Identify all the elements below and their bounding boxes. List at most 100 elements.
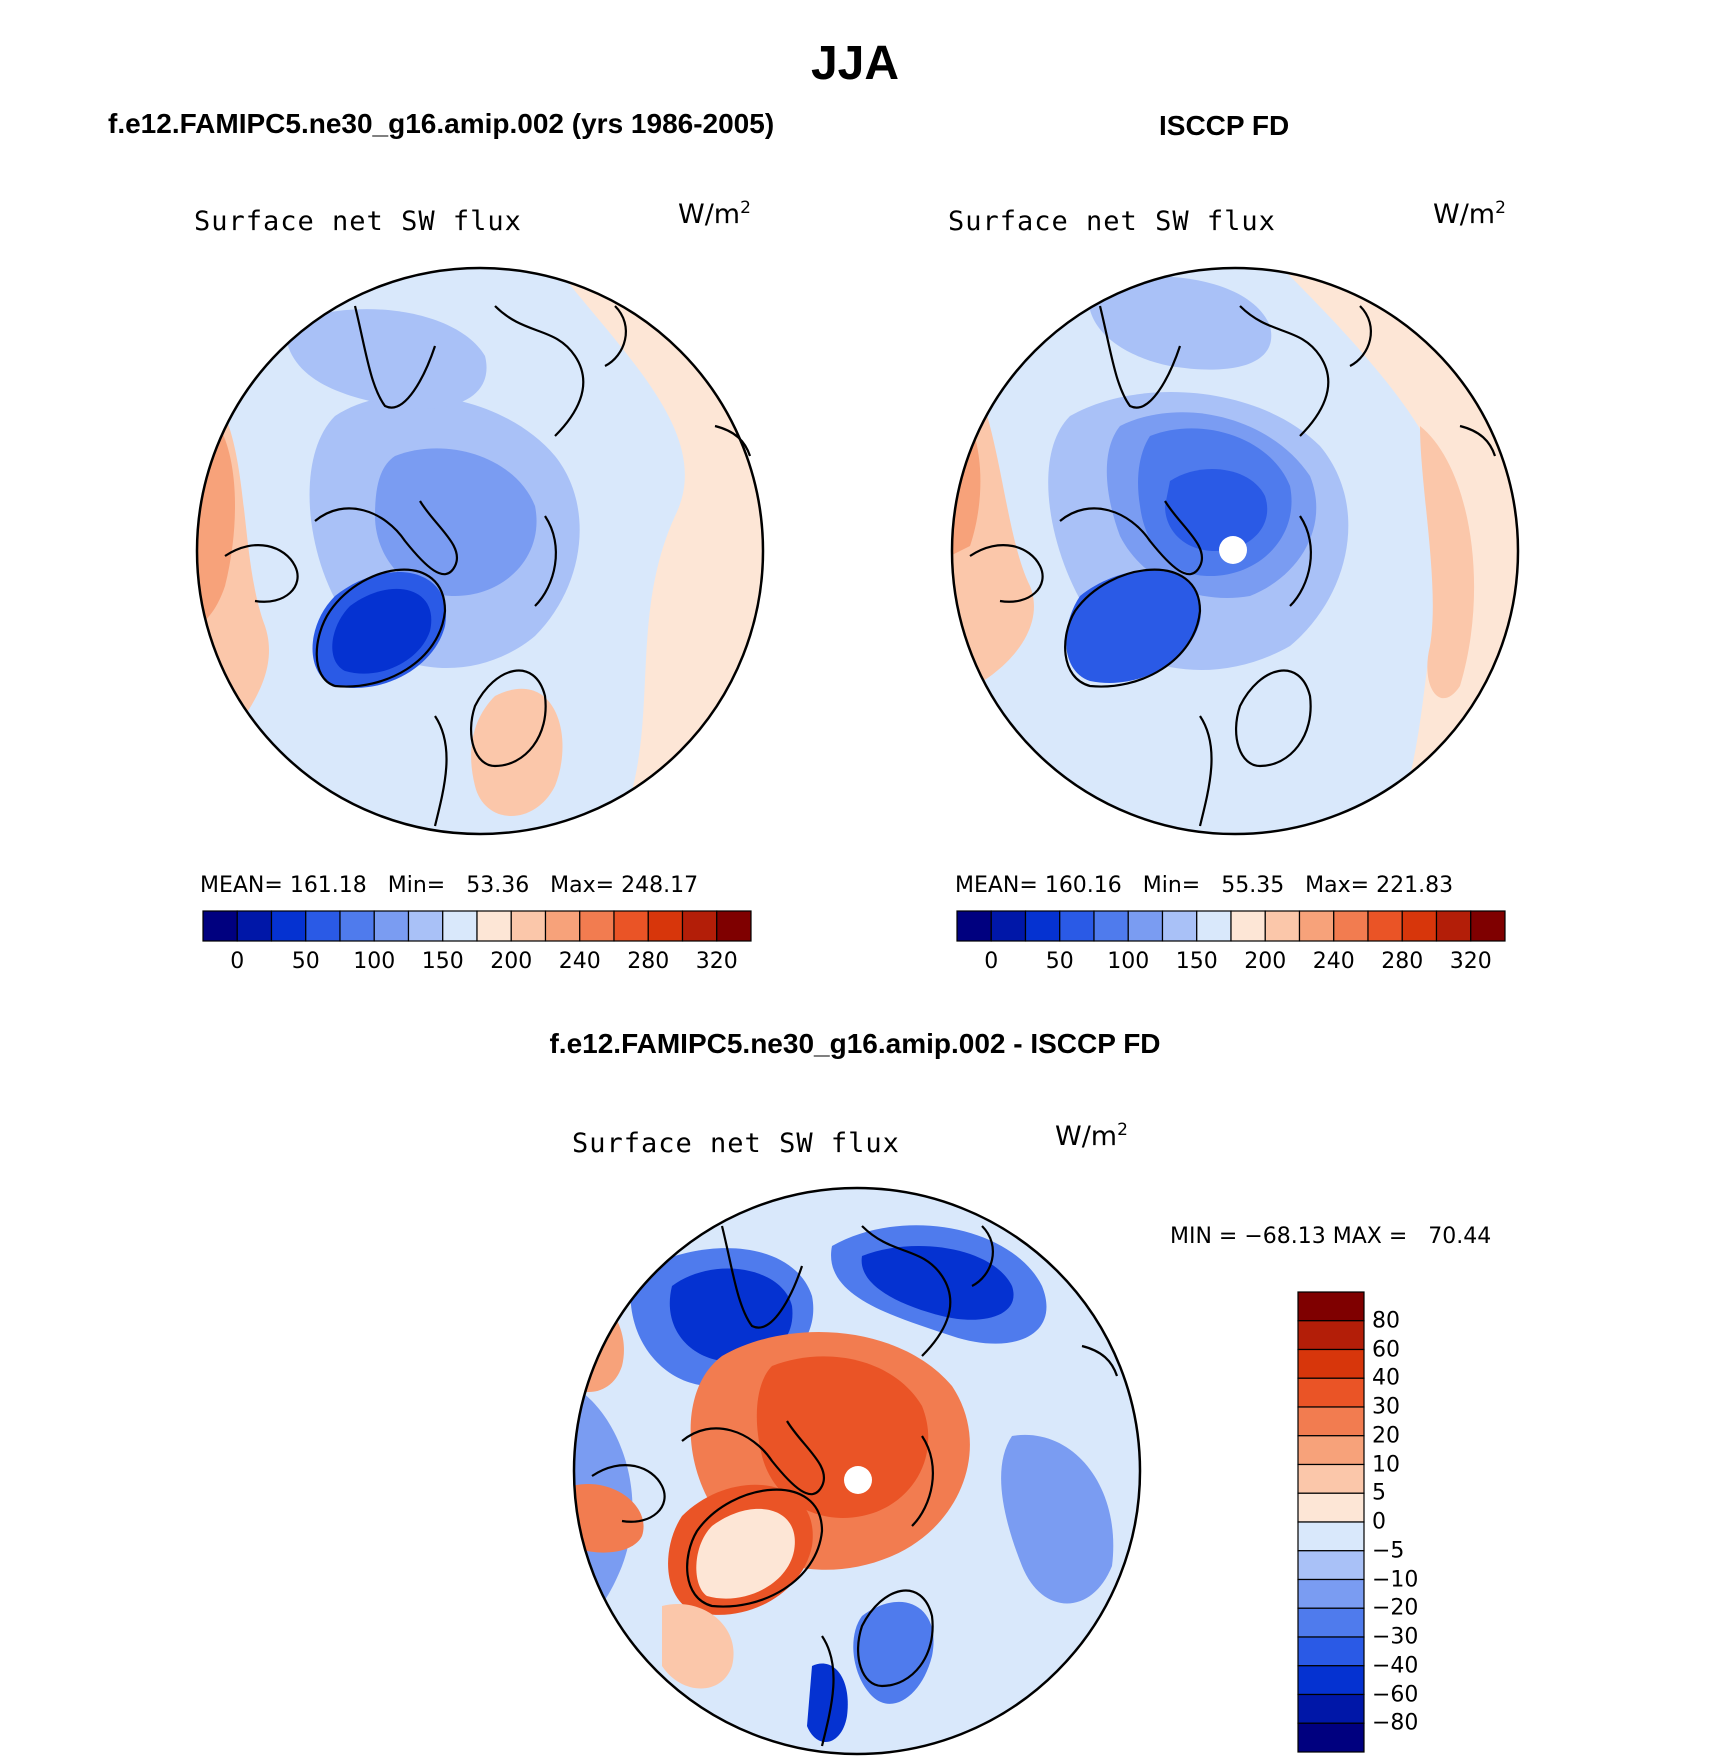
diff-colorbar-swatch <box>1297 1435 1365 1466</box>
diff-colorbar-swatch <box>1297 1521 1365 1552</box>
obs-colorbar-swatch <box>1161 910 1198 942</box>
pos-south <box>662 1604 734 1689</box>
model-colorbar-ticks: 0 50 100 150 200 240 280 320 <box>203 949 751 979</box>
model-colorbar-tick-label: 150 <box>421 949 464 974</box>
model-colorbar-swatch <box>544 910 581 942</box>
model-colorbar-swatch <box>613 910 649 942</box>
obs-colorbar-swatch <box>956 910 992 942</box>
diff-colorbar-tick-label: −5 <box>1372 1538 1405 1564</box>
diff-units-label: W/m2 <box>1055 1120 1128 1152</box>
diff-colorbar-swatch <box>1297 1377 1365 1408</box>
diff-colorbar-tick-label: 5 <box>1372 1480 1386 1506</box>
diff-colorbar-tick-label: 80 <box>1372 1308 1400 1334</box>
pos-west <box>574 1294 624 1392</box>
model-colorbar <box>202 910 752 942</box>
diff-colorbar-tick-label: −30 <box>1372 1624 1419 1650</box>
map-boundary <box>195 266 765 836</box>
obs-colorbar-swatch <box>1470 910 1506 942</box>
obs-stats: MEAN= 160.16 Min= 55.35 Max= 221.83 <box>955 873 1454 898</box>
warm-band-east <box>555 268 763 834</box>
diff-colorbar-tick-label: 40 <box>1372 1365 1400 1391</box>
obs-colorbar-swatch <box>1435 910 1472 942</box>
obs-colorbar-tick-label: 200 <box>1244 949 1287 974</box>
greenland-low <box>1066 570 1201 683</box>
obs-colorbar-swatch <box>1298 910 1335 942</box>
diff-panel-title: f.e12.FAMIPC5.ne30_g16.amip.002 - ISCCP … <box>549 1028 1161 1059</box>
diff-colorbar-swatch <box>1297 1348 1365 1379</box>
warm-patch-east <box>1420 426 1475 699</box>
obs-colorbar-tick-label: 240 <box>1312 949 1355 974</box>
map-boundary <box>572 1186 1142 1756</box>
model-colorbar-swatch <box>510 910 547 942</box>
model-colorbar-tick-label: 100 <box>353 949 396 974</box>
diff-colorbar-tick-label: 60 <box>1372 1337 1400 1362</box>
diff-colorbar-tick-label: 10 <box>1372 1452 1400 1477</box>
obs-units-label: W/m2 <box>1433 198 1506 230</box>
diff-colorbar-swatch <box>1297 1636 1365 1667</box>
model-colorbar-tick-label: 50 <box>291 949 320 974</box>
model-colorbar-swatch <box>716 910 752 942</box>
diff-polar-map <box>572 1186 1142 1756</box>
model-colorbar-swatch <box>681 910 718 942</box>
model-colorbar-swatch <box>373 910 410 942</box>
model-colorbar-tick-label: 0 <box>230 949 245 974</box>
north-america-low <box>285 309 487 409</box>
model-units-label: W/m2 <box>678 198 751 230</box>
diff-colorbar-tick-label: 0 <box>1372 1509 1386 1535</box>
model-colorbar-swatch <box>407 910 444 942</box>
neg-scandinavia <box>853 1601 934 1704</box>
diff-variable-label: Surface net SW flux <box>572 1128 900 1159</box>
coastlines <box>591 1225 1119 1747</box>
obs-colorbar-swatch <box>1059 910 1095 942</box>
obs-colorbar-swatch <box>1093 910 1129 942</box>
obs-colorbar-swatch <box>1230 910 1266 942</box>
model-colorbar-swatch <box>647 910 684 942</box>
diff-colorbar-ticks: 80 60 40 30 20 10 5 0 −5 −10 −20 −30 −40 −60 −80 <box>1372 1292 1452 1752</box>
diff-colorbar <box>1297 1291 1365 1753</box>
figure-title: JJA <box>810 37 900 90</box>
model-colorbar-swatch <box>236 910 273 942</box>
obs-colorbar-tick-label: 50 <box>1045 949 1074 974</box>
warm-band-east <box>1280 268 1518 834</box>
north-america-low <box>1088 276 1272 370</box>
diff-colorbar-swatch <box>1297 1722 1365 1753</box>
model-colorbar-swatch <box>476 910 512 942</box>
obs-colorbar-swatch <box>1367 910 1403 942</box>
pos-arctic-core <box>756 1356 929 1518</box>
diff-colorbar-swatch <box>1297 1578 1365 1609</box>
obs-colorbar-tick-label: 0 <box>984 949 999 974</box>
model-colorbar-tick-label: 320 <box>695 949 738 974</box>
diff-colorbar-swatch <box>1297 1291 1365 1322</box>
greenland-mid <box>332 588 432 674</box>
diff-colorbar-swatch <box>1297 1607 1365 1638</box>
model-colorbar-swatch <box>579 910 615 942</box>
diff-colorbar-swatch <box>1297 1406 1365 1437</box>
diff-stats: MIN = −68.13 MAX = 70.44 <box>1170 1224 1492 1249</box>
diff-colorbar-tick-label: 20 <box>1372 1423 1400 1449</box>
model-stats: MEAN= 161.18 Min= 53.36 Max= 248.17 <box>200 873 699 898</box>
obs-colorbar-swatch <box>990 910 1027 942</box>
diff-colorbar-swatch <box>1297 1693 1365 1724</box>
obs-variable-label: Surface net SW flux <box>948 206 1276 237</box>
obs-colorbar-swatch <box>1127 910 1164 942</box>
neg-northwest-core <box>669 1268 793 1362</box>
arctic-inner-core <box>1165 469 1268 551</box>
diff-colorbar-tick-label: −20 <box>1372 1595 1419 1621</box>
diff-colorbar-tick-label: −80 <box>1372 1710 1419 1736</box>
obs-polar-map <box>950 266 1520 836</box>
diff-colorbar-tick-label: −40 <box>1372 1653 1419 1679</box>
obs-colorbar-swatch <box>1401 910 1438 942</box>
obs-colorbar-swatch <box>1196 910 1232 942</box>
obs-colorbar-swatch <box>1264 910 1301 942</box>
model-colorbar-swatch <box>442 910 478 942</box>
map-boundary <box>950 266 1520 836</box>
model-colorbar-swatch <box>270 910 307 942</box>
diff-colorbar-swatch <box>1297 1320 1365 1351</box>
diff-colorbar-tick-label: −10 <box>1372 1567 1419 1592</box>
obs-panel-title: ISCCP FD <box>1159 110 1290 141</box>
obs-colorbar-tick-label: 280 <box>1381 949 1424 974</box>
model-polar-map <box>195 266 765 836</box>
neg-south-core <box>807 1663 848 1743</box>
model-colorbar-swatch <box>305 910 341 942</box>
pole-missing-data <box>844 1466 872 1494</box>
